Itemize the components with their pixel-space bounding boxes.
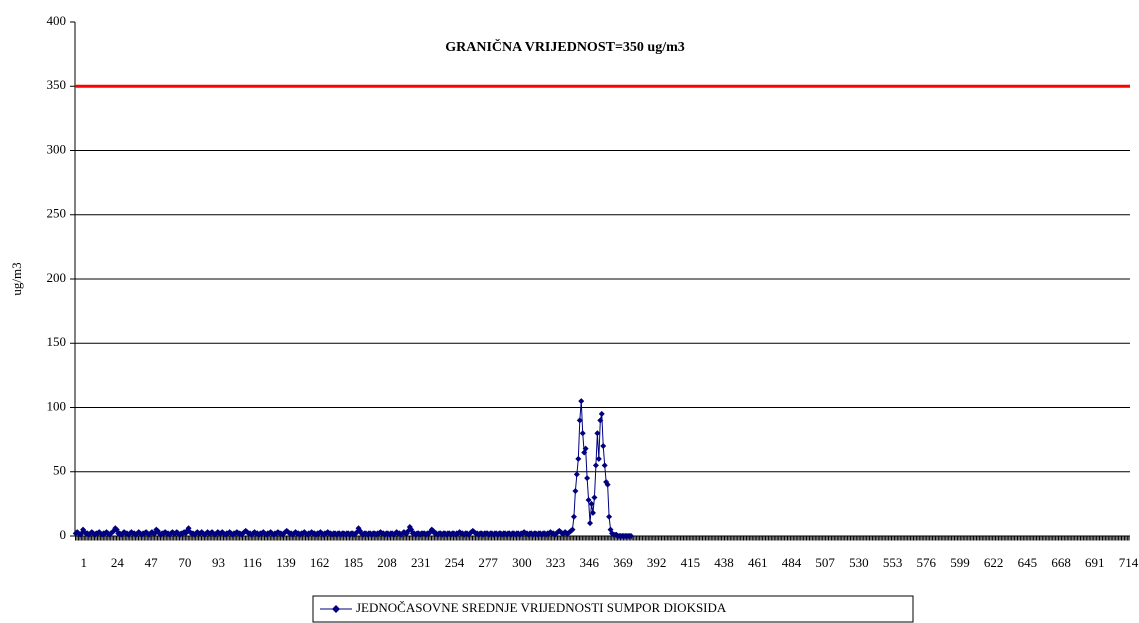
marker [576,417,583,424]
y-tick-label: 400 [47,13,67,28]
marker [584,475,591,482]
marker [600,443,607,450]
x-tick-label: 93 [212,555,225,570]
marker [582,445,589,452]
marker [592,462,599,469]
marker [585,497,592,504]
x-tick-label: 300 [512,555,532,570]
y-tick-label: 0 [60,527,67,542]
marker [628,533,635,539]
x-tick-label: 691 [1085,555,1105,570]
y-tick-label: 300 [47,141,67,156]
x-tick-label: 438 [714,555,734,570]
x-tick-label: 622 [984,555,1004,570]
y-axis-label: ug/m3 [9,262,24,295]
x-tick-label: 415 [681,555,701,570]
legend-label: JEDNOČASOVNE SREDNJE VRIJEDNOSTI SUMPOR … [356,600,727,615]
marker [606,513,613,520]
y-tick-label: 350 [47,77,67,92]
series-line [75,401,632,537]
x-tick-label: 484 [782,555,802,570]
marker [575,455,582,462]
x-tick-label: 346 [580,555,600,570]
x-tick-label: 139 [276,555,296,570]
x-tick-label: 208 [377,555,397,570]
marker [569,526,576,533]
x-tick-label: 392 [647,555,667,570]
marker [570,513,577,520]
x-tick-label: 70 [178,555,191,570]
x-tick-label: 668 [1051,555,1071,570]
x-tick-label: 323 [546,555,566,570]
x-tick-label: 162 [310,555,330,570]
y-tick-label: 250 [47,206,67,221]
x-tick-label: 24 [111,555,125,570]
marker [588,500,595,507]
marker [604,481,611,488]
x-tick-label: 116 [243,555,263,570]
x-tick-label: 277 [478,555,498,570]
y-tick-label: 200 [47,270,67,285]
y-tick-label: 150 [47,334,67,349]
x-tick-label: 1 [80,555,87,570]
legend [312,595,914,623]
marker [579,430,586,437]
x-tick-label: 576 [917,555,937,570]
marker [587,520,594,527]
marker [601,462,608,469]
marker [572,488,579,495]
x-tick-label: 47 [145,555,159,570]
x-tick-label: 553 [883,555,903,570]
x-tick-label: 714 [1119,555,1139,570]
marker [591,494,598,501]
y-tick-label: 50 [53,463,66,478]
x-tick-label: 231 [411,555,431,570]
x-tick-label: 507 [815,555,835,570]
x-tick-label: 461 [748,555,768,570]
x-tick-label: 599 [950,555,970,570]
marker [578,398,585,405]
marker [589,509,596,516]
x-tick-label: 530 [849,555,869,570]
marker [595,455,602,462]
marker [594,430,601,437]
annotation: GRANIČNA VRIJEDNOST=350 ug/m3 [445,38,685,55]
marker [598,410,605,417]
x-tick-label: 369 [613,555,633,570]
y-tick-label: 100 [47,398,67,413]
x-tick-label: 254 [445,555,465,570]
x-tick-label: 645 [1018,555,1038,570]
marker [573,471,580,478]
legend-marker [332,605,340,613]
x-tick-label: 185 [344,555,364,570]
marker [597,417,604,424]
